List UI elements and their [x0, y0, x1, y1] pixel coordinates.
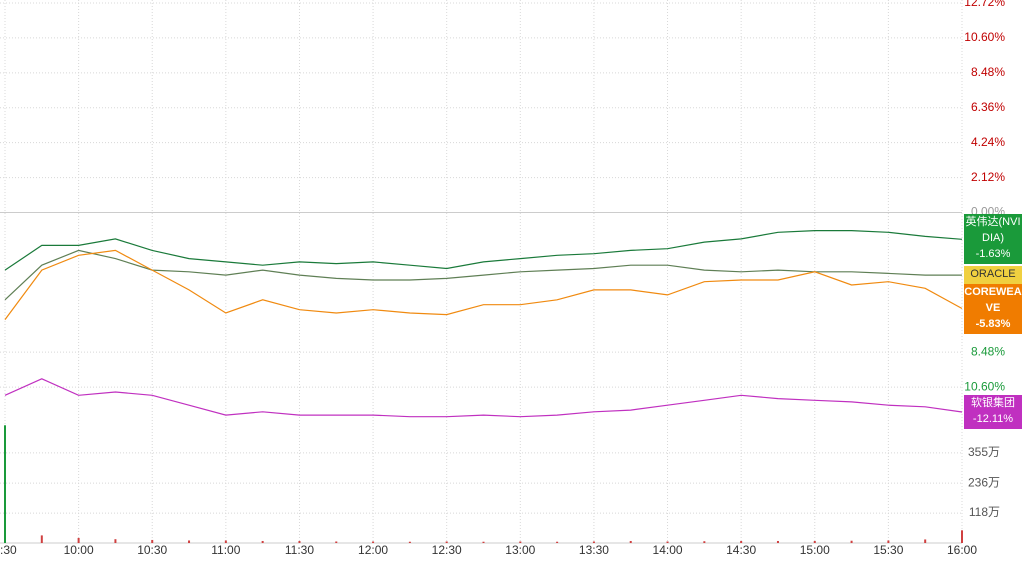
series-line — [4, 249, 963, 320]
y-tick-label: 10.60% — [964, 379, 1005, 393]
volume-bar — [40, 535, 43, 543]
legend-tag: 英伟达(NVIDIA) -1.63% — [964, 214, 1022, 265]
x-tick-label: 12:00 — [358, 543, 388, 557]
volume-bar — [114, 539, 117, 543]
y-tick-label: 10.60% — [964, 30, 1005, 44]
volume-bar — [556, 541, 559, 543]
legend-tag: ORACLE — [964, 266, 1022, 285]
series-line — [4, 378, 963, 418]
legend-name: 英伟达(NVIDIA) — [965, 216, 1021, 245]
volume-bar — [592, 541, 595, 543]
x-tick-label: 11:30 — [285, 543, 314, 557]
x-tick-label: 14:00 — [653, 543, 683, 557]
volume-bar — [813, 540, 816, 543]
volume-bar — [703, 541, 706, 543]
volume-bar — [4, 425, 6, 543]
volume-bar — [151, 539, 154, 543]
volume-bar — [961, 530, 963, 543]
x-tick-label: 15:30 — [873, 543, 903, 557]
volume-bar — [850, 540, 853, 543]
x-tick-label: 10:00 — [64, 543, 94, 557]
volume-bar — [224, 540, 227, 543]
volume-tick-label: 118万 — [969, 505, 1000, 519]
x-tick-label: 9:30 — [0, 543, 17, 557]
x-tick-label: 12:30 — [432, 543, 462, 557]
volume-bar — [519, 541, 522, 543]
volume-bar — [298, 540, 301, 543]
y-tick-label: 2.12% — [971, 170, 1005, 184]
volume-bar — [629, 540, 632, 543]
volume-bar — [408, 541, 411, 543]
x-tick-label: 15:00 — [800, 543, 830, 557]
series-line — [4, 230, 963, 271]
x-tick-label: 11:00 — [211, 543, 240, 557]
volume-bar — [335, 541, 338, 543]
volume-bar — [77, 537, 80, 543]
legend-tag: COREWEAVE -5.83% — [964, 283, 1022, 334]
legend-name: COREWEAVE — [964, 285, 1022, 314]
legend-tag: 软银集团 -12.11% — [964, 394, 1022, 429]
x-tick-label: 10:30 — [137, 543, 167, 557]
volume-bar — [666, 541, 669, 543]
volume-tick-label: 236万 — [968, 475, 1000, 489]
volume-tick-label: 355万 — [968, 445, 1000, 459]
volume-bar — [261, 540, 264, 543]
x-tick-label: 16:00 — [947, 543, 977, 557]
x-tick-label: 13:30 — [579, 543, 609, 557]
volume-bar — [188, 540, 191, 543]
volume-bar — [740, 540, 743, 543]
legend-name: 软银集团 — [971, 396, 1015, 409]
volume-bar — [924, 539, 927, 543]
legend-name: ORACLE — [970, 268, 1016, 281]
y-tick-label: 8.48% — [971, 65, 1005, 79]
x-tick-label: 14:30 — [726, 543, 756, 557]
volume-bar — [445, 541, 448, 543]
volume-bar — [887, 540, 890, 543]
y-tick-label: 6.36% — [971, 100, 1005, 114]
volume-bar — [372, 541, 375, 543]
series-line — [4, 249, 962, 301]
y-tick-label: 8.48% — [971, 344, 1005, 358]
y-tick-label: 12.72% — [964, 0, 1005, 9]
y-tick-label: 4.24% — [971, 135, 1005, 149]
legend-value: -12.11% — [972, 412, 1014, 425]
legend-value: -5.83% — [975, 317, 1011, 330]
legend-value: -1.63% — [975, 248, 1011, 261]
volume-bar — [482, 541, 485, 543]
volume-bar — [776, 540, 779, 543]
x-tick-label: 13:00 — [505, 543, 535, 557]
